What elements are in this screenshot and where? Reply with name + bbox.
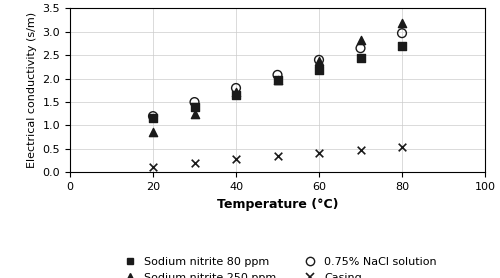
Sodium nitrite 250 ppm: [274, 78, 281, 82]
Casing: [274, 154, 281, 158]
Sodium nitrite 80 ppm: [149, 116, 157, 121]
0.75% NaCl solution: [274, 73, 281, 77]
X-axis label: Temperature (°C): Temperature (°C): [217, 198, 338, 211]
Sodium nitrite 80 ppm: [356, 55, 364, 60]
Casing: [315, 150, 323, 155]
Casing: [232, 157, 240, 162]
Casing: [398, 144, 406, 149]
Casing: [190, 161, 198, 165]
Sodium nitrite 250 ppm: [190, 112, 198, 116]
Sodium nitrite 250 ppm: [398, 21, 406, 26]
0.75% NaCl solution: [315, 58, 323, 62]
Sodium nitrite 80 ppm: [190, 105, 198, 109]
Y-axis label: Electrical conductivity (s/m): Electrical conductivity (s/m): [27, 12, 37, 168]
Sodium nitrite 80 ppm: [315, 68, 323, 73]
0.75% NaCl solution: [398, 31, 406, 35]
Casing: [149, 165, 157, 169]
Sodium nitrite 250 ppm: [232, 90, 240, 94]
Sodium nitrite 250 ppm: [356, 38, 364, 43]
0.75% NaCl solution: [232, 86, 240, 90]
0.75% NaCl solution: [149, 114, 157, 118]
Sodium nitrite 80 ppm: [274, 78, 281, 82]
Sodium nitrite 250 ppm: [315, 59, 323, 63]
Sodium nitrite 250 ppm: [149, 129, 157, 134]
Legend: Sodium nitrite 80 ppm, Sodium nitrite 250 ppm, 0.75% NaCl solution, Casing: Sodium nitrite 80 ppm, Sodium nitrite 25…: [113, 252, 442, 278]
Sodium nitrite 80 ppm: [398, 44, 406, 48]
Casing: [356, 148, 364, 152]
0.75% NaCl solution: [356, 46, 364, 50]
Sodium nitrite 80 ppm: [232, 93, 240, 97]
0.75% NaCl solution: [190, 100, 198, 104]
